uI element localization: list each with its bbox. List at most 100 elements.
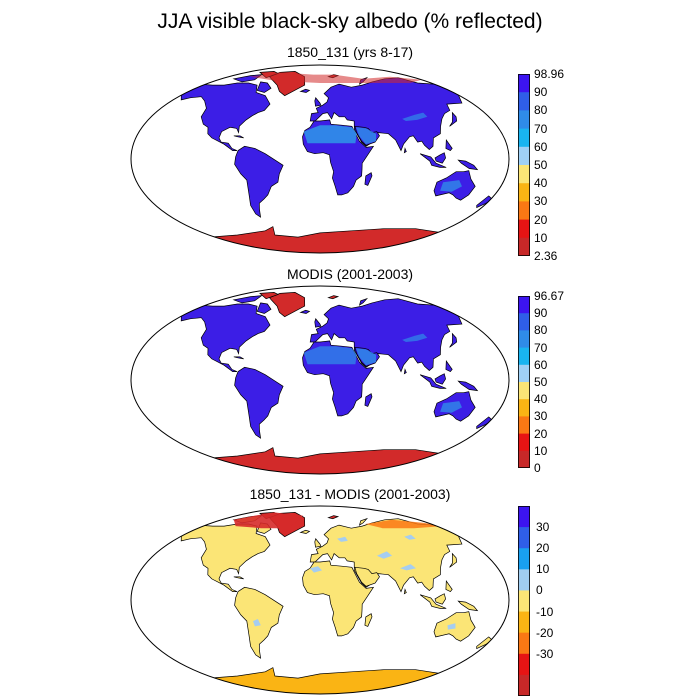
region-gobi (402, 333, 428, 342)
panel-title: 1850_131 (yrs 8-17) (286, 44, 414, 60)
landmass-arctic-islands (232, 295, 264, 304)
colorbar-label: 50 (534, 158, 548, 172)
region-positive-bias-arctic (233, 512, 303, 529)
landmass-uk (314, 97, 322, 107)
colorbar-swatch (518, 128, 530, 148)
landmass-north-america (180, 523, 271, 592)
region-positive-bias-siberia (365, 519, 443, 529)
landmass-japan (449, 111, 458, 127)
landmass-iceland (299, 529, 311, 534)
colorbar-swatch (518, 382, 530, 400)
region-gobi (402, 112, 428, 121)
colorbar-swatch (518, 632, 530, 655)
page-title: JJA visible black-sky albedo (% reflecte… (157, 10, 543, 33)
panel-title: MODIS (2001-2003) (286, 266, 414, 282)
colorbar-swatch (518, 364, 530, 383)
colorbar-label: 70 (534, 121, 548, 136)
colorbar-swatch (518, 399, 530, 417)
colorbar-label: 0 (534, 461, 541, 475)
colorbar-label: -30 (536, 646, 554, 661)
region-negative-bias (404, 534, 416, 540)
region-arctic-ice (249, 72, 422, 83)
colorbar-label: 20 (534, 212, 548, 227)
colorbar-swatch (518, 611, 530, 634)
region-negative-bias (337, 536, 348, 542)
colorbar-label: 30 (536, 520, 550, 535)
landmass-borneo (434, 593, 446, 605)
landmass-eurasia (309, 77, 464, 152)
colorbar-swatch (518, 506, 530, 528)
colorbar-swatch (518, 569, 530, 591)
landmass-iceland (299, 309, 311, 314)
colorbar-label: 10 (534, 443, 548, 458)
colorbar-label: 50 (534, 375, 548, 389)
colorbar-swatch (518, 433, 530, 452)
landmass-north-america (180, 82, 271, 151)
colorbar-swatch (518, 296, 530, 314)
landmass-baffin (256, 81, 272, 93)
landmass-japan (449, 552, 458, 568)
colorbar-label: 20 (534, 426, 548, 441)
landmass-eurasia (309, 298, 464, 373)
region-australia-interior (440, 401, 462, 413)
landmass-uk (314, 318, 322, 328)
landmass-madagascar (364, 172, 373, 186)
landmass-uk (314, 538, 322, 548)
region-negative-bias (400, 564, 416, 571)
colorbar-label: 0 (536, 583, 543, 598)
colorbar-swatch (518, 674, 530, 696)
colorbar-swatch (518, 165, 530, 184)
colorbar-swatch (518, 237, 530, 256)
landmass-south-america (234, 366, 284, 439)
landmass-north-america (180, 303, 271, 372)
colorbar-swatch (518, 653, 530, 676)
landmass-novaya (358, 517, 369, 526)
landmass-borneo (434, 373, 446, 385)
colorbar-swatch (518, 146, 530, 166)
landmass-sri-lanka (403, 368, 407, 375)
colorbar-swatch (518, 183, 530, 202)
colorbar-label: 70 (534, 340, 548, 355)
colorbar-swatch (518, 219, 530, 239)
map-border (130, 505, 510, 695)
region-negative-bias (310, 566, 322, 573)
region-arabia (356, 348, 377, 366)
colorbar-label: 40 (534, 176, 548, 191)
colorbar-label: -20 (536, 625, 554, 640)
region-australia-interior (440, 180, 462, 192)
colorbar-swatch (518, 74, 530, 93)
landmass-ellesmere (259, 292, 279, 300)
colorbar-swatch (518, 330, 530, 349)
landmass-iceland (299, 88, 311, 93)
colorbar-label: 98.96 (534, 67, 565, 81)
world-map (130, 64, 510, 254)
colorbar-swatch (518, 590, 530, 613)
colorbar-swatch (518, 450, 530, 468)
landmass-indonesia (419, 374, 447, 389)
colorbar-swatch (518, 347, 530, 366)
landmass-philippines (445, 359, 453, 373)
colorbar-swatch (518, 92, 530, 111)
colorbar-label: 80 (534, 323, 548, 338)
landmass-svalbard (327, 295, 340, 300)
landmass-svalbard (327, 515, 340, 520)
colorbar-label: 90 (534, 85, 548, 100)
colorbar-label: 60 (534, 139, 548, 154)
colorbar-label: 80 (534, 103, 548, 118)
colorbar-label: 40 (534, 392, 548, 407)
landmass-sri-lanka (403, 147, 407, 154)
landmass-borneo (434, 152, 446, 164)
colorbar-swatch (518, 548, 530, 570)
landmass-madagascar (364, 393, 373, 407)
landmass-new-guinea (457, 159, 479, 171)
landmass-cuba (233, 135, 244, 139)
colorbar-label: -10 (536, 604, 554, 619)
colorbar-label: 20 (536, 541, 550, 556)
landmass-cuba (233, 576, 244, 580)
colorbar-label: 10 (534, 230, 548, 245)
landmass-africa (302, 560, 375, 637)
landmass-novaya (358, 297, 369, 306)
colorbar-swatch (518, 313, 530, 331)
landmass-philippines (445, 138, 453, 152)
region-negative-bias (447, 623, 456, 630)
